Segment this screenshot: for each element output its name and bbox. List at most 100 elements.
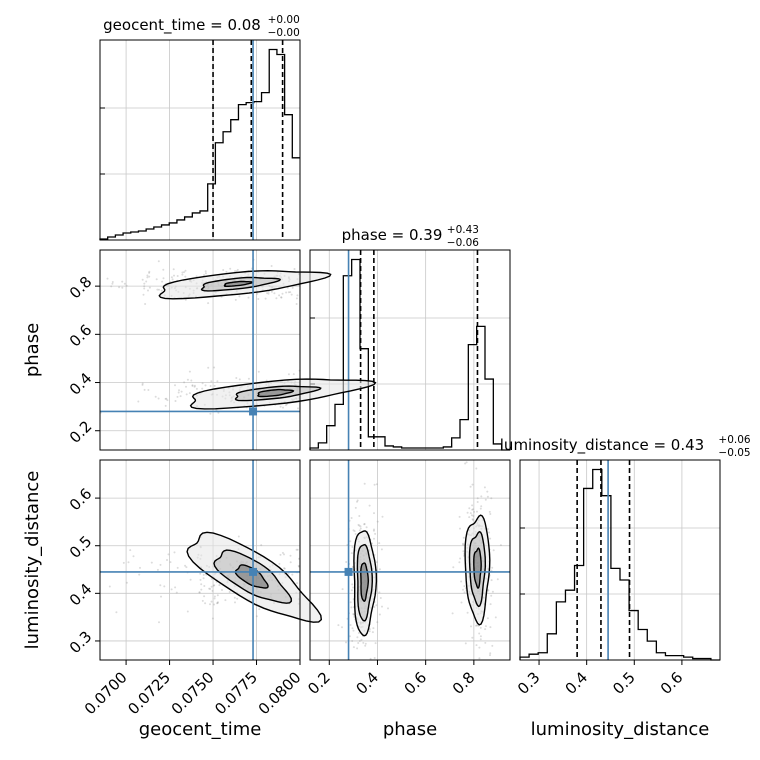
sample-point: [283, 567, 286, 570]
sample-point: [199, 572, 202, 575]
sample-point: [489, 603, 492, 606]
sample-point: [160, 289, 163, 292]
sample-point: [356, 636, 359, 639]
sample-point: [236, 268, 239, 271]
sample-point: [479, 626, 482, 629]
sample-point: [210, 600, 213, 603]
sample-point: [471, 504, 474, 507]
sample-point: [464, 462, 467, 465]
sample-point: [351, 583, 354, 586]
sample-point: [472, 508, 475, 511]
sample-point: [452, 566, 455, 569]
sample-point: [121, 280, 124, 283]
sample-point: [350, 517, 353, 519]
sample-point: [166, 399, 169, 402]
sample-point: [379, 597, 382, 599]
title-phase: phase = 0.39: [342, 226, 443, 244]
sample-point: [356, 499, 359, 502]
sample-point: [289, 554, 292, 557]
sample-point: [200, 588, 203, 591]
sample-point: [358, 515, 361, 517]
sample-point: [373, 512, 375, 515]
sample-point: [198, 591, 201, 594]
sample-point: [378, 613, 381, 616]
sample-point: [291, 286, 294, 289]
sample-point: [373, 528, 375, 531]
sample-point: [352, 646, 355, 649]
sample-point: [341, 626, 343, 629]
sample-point: [363, 523, 366, 525]
sample-point: [475, 467, 478, 470]
sample-point: [125, 581, 128, 584]
yaxis-label-phase: phase: [22, 323, 43, 377]
sample-point: [489, 513, 492, 515]
sample-point: [458, 515, 461, 518]
hist-panel-phase: phase = 0.39 +0.43−0.06: [309, 224, 511, 451]
sample-point: [349, 624, 352, 626]
sample-point: [368, 504, 371, 507]
sample-point: [352, 629, 355, 632]
sample-point: [170, 588, 173, 591]
sample-point: [143, 285, 146, 288]
sample-point: [270, 265, 273, 267]
sample-point: [349, 540, 352, 543]
sample-point: [234, 298, 237, 301]
sample-point: [203, 585, 206, 587]
sample-point: [202, 577, 205, 580]
sample-point: [285, 291, 288, 294]
sample-point: [195, 275, 198, 278]
sample-point: [357, 632, 360, 634]
sample-point: [475, 644, 478, 647]
sample-point: [462, 588, 464, 591]
sample-point: [176, 395, 179, 398]
sample-point: [472, 518, 474, 521]
sample-point: [359, 525, 362, 528]
sample-point: [463, 591, 466, 594]
sample-point: [352, 586, 355, 589]
sample-point: [479, 638, 482, 641]
title-plus-error: +0.00: [268, 14, 300, 26]
sample-point: [216, 601, 219, 604]
sample-point: [357, 642, 360, 644]
sample-point: [264, 297, 267, 300]
sample-point: [148, 286, 151, 289]
sample-point: [479, 507, 482, 510]
sample-point: [487, 589, 490, 592]
sample-point: [173, 274, 175, 277]
contour-level-3: [223, 280, 254, 287]
sample-point: [374, 532, 377, 535]
y-tick-label-luminosity_distance: 0.5: [66, 532, 96, 562]
sample-point: [166, 559, 168, 561]
sample-point: [486, 617, 489, 620]
sample-point: [213, 595, 216, 598]
sample-point: [204, 602, 207, 605]
sample-point: [121, 286, 124, 289]
sample-point: [378, 542, 381, 545]
sample-point: [258, 608, 261, 611]
sample-point: [284, 404, 287, 407]
sample-point: [283, 553, 285, 556]
sample-point: [156, 288, 159, 291]
sample-point: [489, 654, 491, 657]
sample-point: [373, 537, 375, 540]
truth-marker: [344, 567, 353, 576]
sample-point: [191, 384, 194, 387]
sample-point: [387, 607, 389, 610]
sample-point: [289, 291, 292, 294]
sample-point: [471, 483, 474, 486]
sample-point: [362, 641, 365, 644]
sample-point: [129, 549, 132, 552]
yaxis-label-luminosity-distance: luminosity_distance: [22, 471, 43, 650]
xaxis-label-geocent-time: geocent_time: [139, 719, 262, 740]
sample-point: [224, 599, 227, 602]
sample-point: [267, 292, 270, 295]
x-tick-label-geocent_time: 0.0800: [255, 668, 305, 718]
sample-point: [213, 366, 216, 369]
sample-point: [176, 566, 179, 569]
sample-point: [359, 527, 362, 530]
sample-point: [210, 577, 213, 580]
sample-point: [127, 561, 130, 564]
sample-point: [280, 296, 283, 299]
sample-point: [360, 638, 363, 641]
sample-point: [213, 603, 215, 606]
